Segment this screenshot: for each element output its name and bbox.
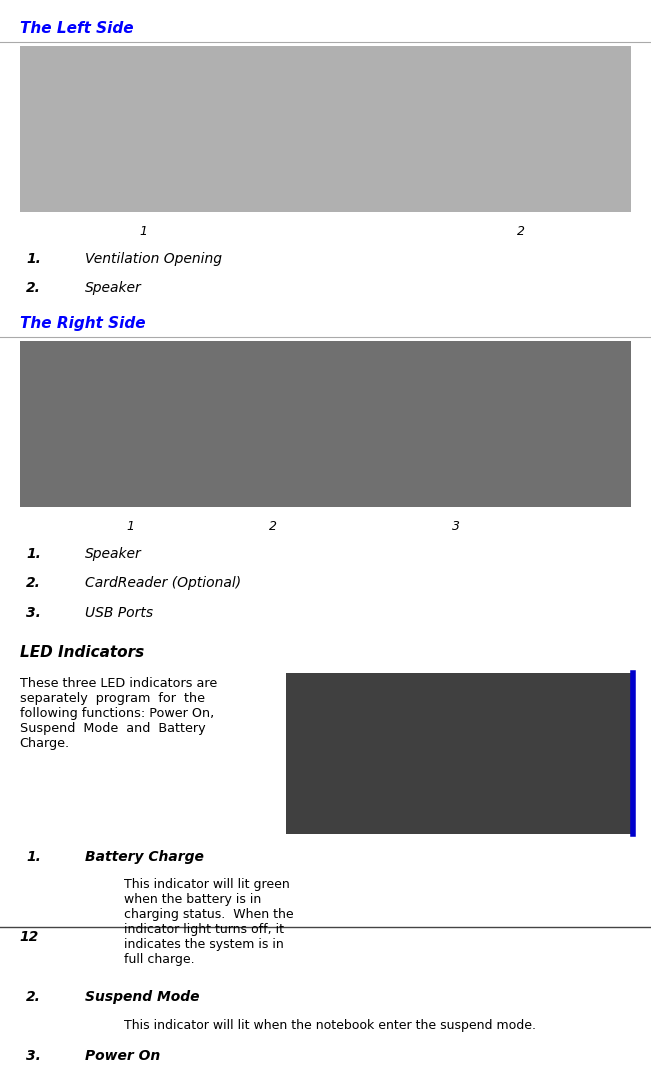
Text: 12: 12 (20, 930, 39, 944)
Text: The Right Side: The Right Side (20, 316, 145, 331)
Text: 2.: 2. (26, 577, 41, 591)
Text: Speaker: Speaker (85, 547, 141, 561)
Text: The Left Side: The Left Side (20, 20, 133, 35)
Text: 1.: 1. (26, 547, 41, 561)
Text: 3.: 3. (26, 606, 41, 620)
Text: Suspend Mode: Suspend Mode (85, 990, 199, 1004)
Text: 1.: 1. (26, 850, 41, 863)
Text: LED Indicators: LED Indicators (20, 644, 144, 659)
Text: 1.: 1. (26, 251, 41, 265)
Text: Battery Charge: Battery Charge (85, 850, 204, 863)
Text: CardReader (Optional): CardReader (Optional) (85, 577, 241, 591)
Text: Ventilation Opening: Ventilation Opening (85, 251, 221, 265)
Text: 2: 2 (270, 520, 278, 534)
Text: USB Ports: USB Ports (85, 606, 153, 620)
Text: 3.: 3. (26, 1049, 41, 1063)
Text: This indicator will lit when the notebook enter the suspend mode.: This indicator will lit when the noteboo… (123, 1018, 535, 1032)
Text: Speaker: Speaker (85, 281, 141, 295)
Text: 2.: 2. (26, 281, 41, 295)
Text: 2: 2 (517, 224, 525, 238)
Text: Power On: Power On (85, 1049, 160, 1063)
Text: 2.: 2. (26, 990, 41, 1004)
Text: 1: 1 (139, 224, 147, 238)
Bar (20, 340, 631, 507)
Text: 1: 1 (126, 520, 134, 534)
Text: This indicator will lit green
when the battery is in
charging status.  When the
: This indicator will lit green when the b… (123, 879, 293, 967)
Bar (20, 45, 631, 212)
Bar (287, 673, 631, 834)
Text: These three LED indicators are
separately  program  for  the
following functions: These three LED indicators are separatel… (20, 677, 217, 750)
Text: 3: 3 (452, 520, 460, 534)
